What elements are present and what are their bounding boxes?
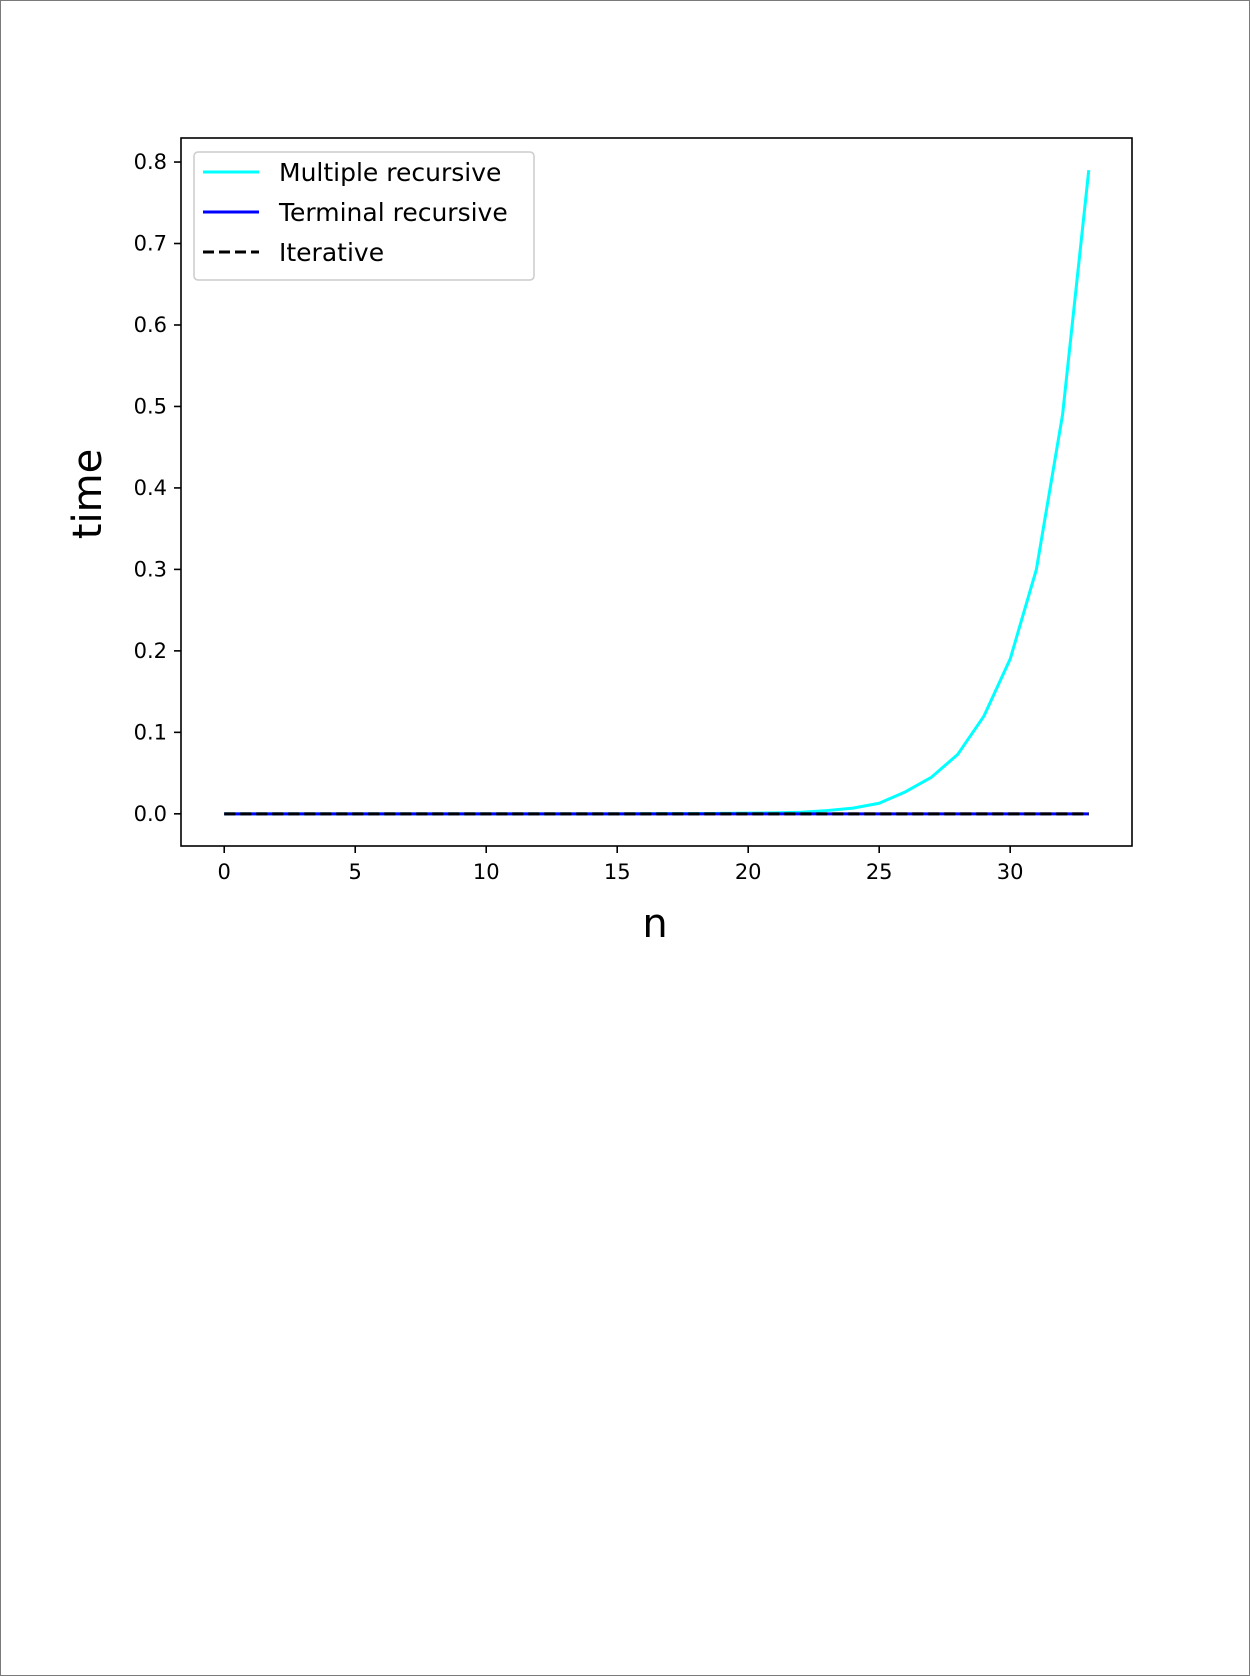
- legend: Multiple recursive Terminal recursive Iter…: [193, 151, 535, 281]
- legend-label: Iterative: [279, 238, 384, 267]
- y-tick-label: 0.8: [134, 150, 167, 174]
- x-axis-title: n: [642, 901, 667, 947]
- x-tick-label: 25: [866, 860, 893, 884]
- x-tick-label: 15: [604, 860, 631, 884]
- y-tick-label: 0.1: [134, 720, 167, 744]
- x-tick-label: 20: [735, 860, 762, 884]
- x-tick-label: 0: [218, 860, 231, 884]
- series-layer: [224, 170, 1091, 816]
- x-tick-label: 30: [997, 860, 1024, 884]
- axes-layer: 0 5 10 15 20 25 30 0.0 0.1 0.2 0.3 0.4 0.5 0.6 0.7 0.8: [134, 137, 1133, 884]
- plot-frame: [180, 137, 1133, 847]
- legend-box: [193, 151, 535, 281]
- y-tick-label: 0.6: [134, 313, 167, 337]
- y-tick-label: 0.0: [134, 802, 167, 826]
- x-tick-label: 10: [473, 860, 500, 884]
- x-tick-label: 5: [349, 860, 362, 884]
- y-tick-label: 0.5: [134, 394, 167, 418]
- y-tick-label: 0.7: [134, 232, 167, 256]
- y-axis-title: time: [65, 449, 111, 539]
- y-tick-label: 0.3: [134, 557, 167, 581]
- y-tick-label: 0.2: [134, 639, 167, 663]
- y-tick-label: 0.4: [134, 476, 167, 500]
- legend-label: Multiple recursive: [279, 158, 501, 187]
- legend-label: Terminal recursive: [278, 198, 508, 227]
